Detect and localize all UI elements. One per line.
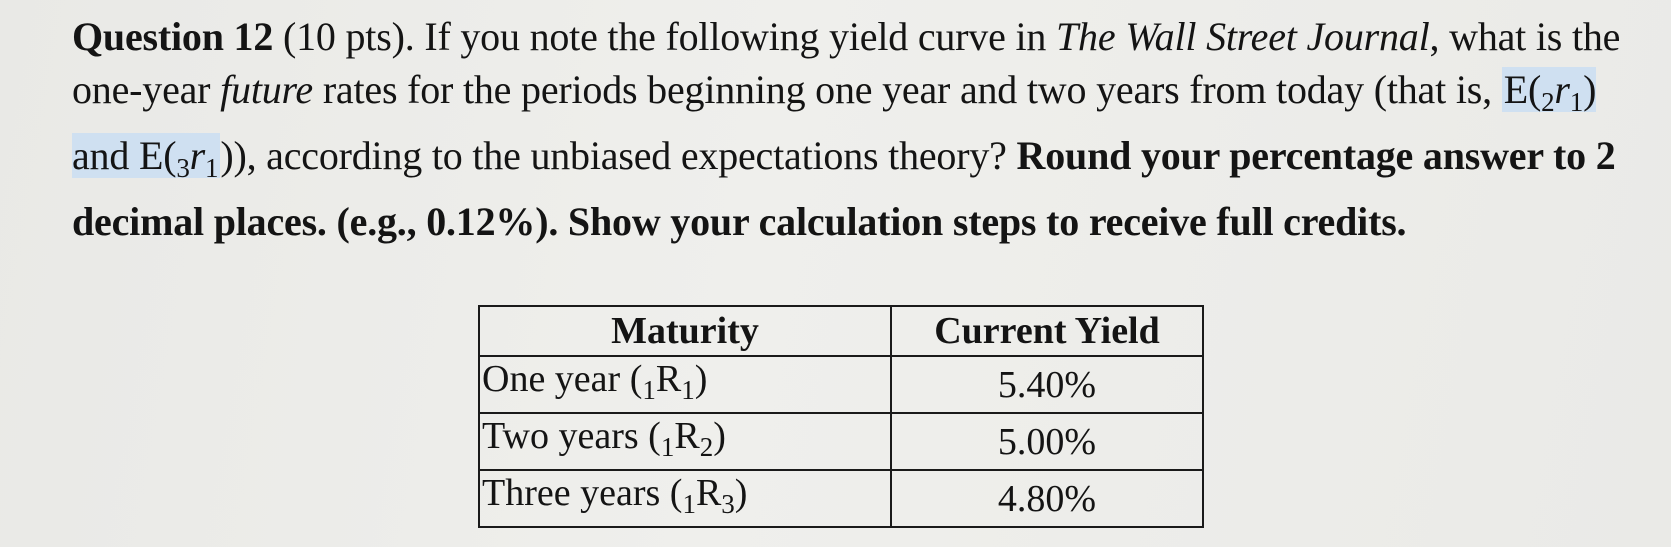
question-text: Question 12 (10 pts). If you note the fo… xyxy=(72,10,1632,248)
table-row: Three years (1R3) 4.80% xyxy=(478,469,1204,528)
table-header-row: Maturity Current Yield xyxy=(478,305,1204,357)
maturity-cell: Three years (1R3) xyxy=(478,469,892,528)
future-word: future xyxy=(220,67,313,112)
yield-cell: 5.40% xyxy=(890,355,1204,414)
header-maturity: Maturity xyxy=(478,305,892,357)
header-current-yield: Current Yield xyxy=(890,305,1204,357)
journal-name: The Wall Street Journal xyxy=(1056,14,1430,59)
question-number: Question 12 xyxy=(72,14,274,59)
yield-curve-table: Maturity Current Yield One year (1R1) 5.… xyxy=(478,305,1204,528)
question-text-4: , according to the unbiased expectations… xyxy=(246,133,1007,178)
maturity-cell: One year (1R1) xyxy=(478,355,892,414)
question-text-1: If you note the following yield curve in xyxy=(424,14,1047,59)
question-text-2: , what is the one-year xyxy=(72,14,1621,112)
question-text-3: rates for the periods beginning one year… xyxy=(322,67,1492,112)
table-row: Two years (1R2) 5.00% xyxy=(478,412,1204,471)
yield-cell: 4.80% xyxy=(890,469,1204,528)
bold-instruction: Round your percentage answer to 2 decima… xyxy=(72,133,1616,244)
maturity-cell: Two years (1R2) xyxy=(478,412,892,471)
table-row: One year (1R1) 5.40% xyxy=(478,355,1204,414)
yield-cell: 5.00% xyxy=(890,412,1204,471)
expression-close: )) xyxy=(220,133,247,178)
question-points: (10 pts). xyxy=(282,14,415,59)
